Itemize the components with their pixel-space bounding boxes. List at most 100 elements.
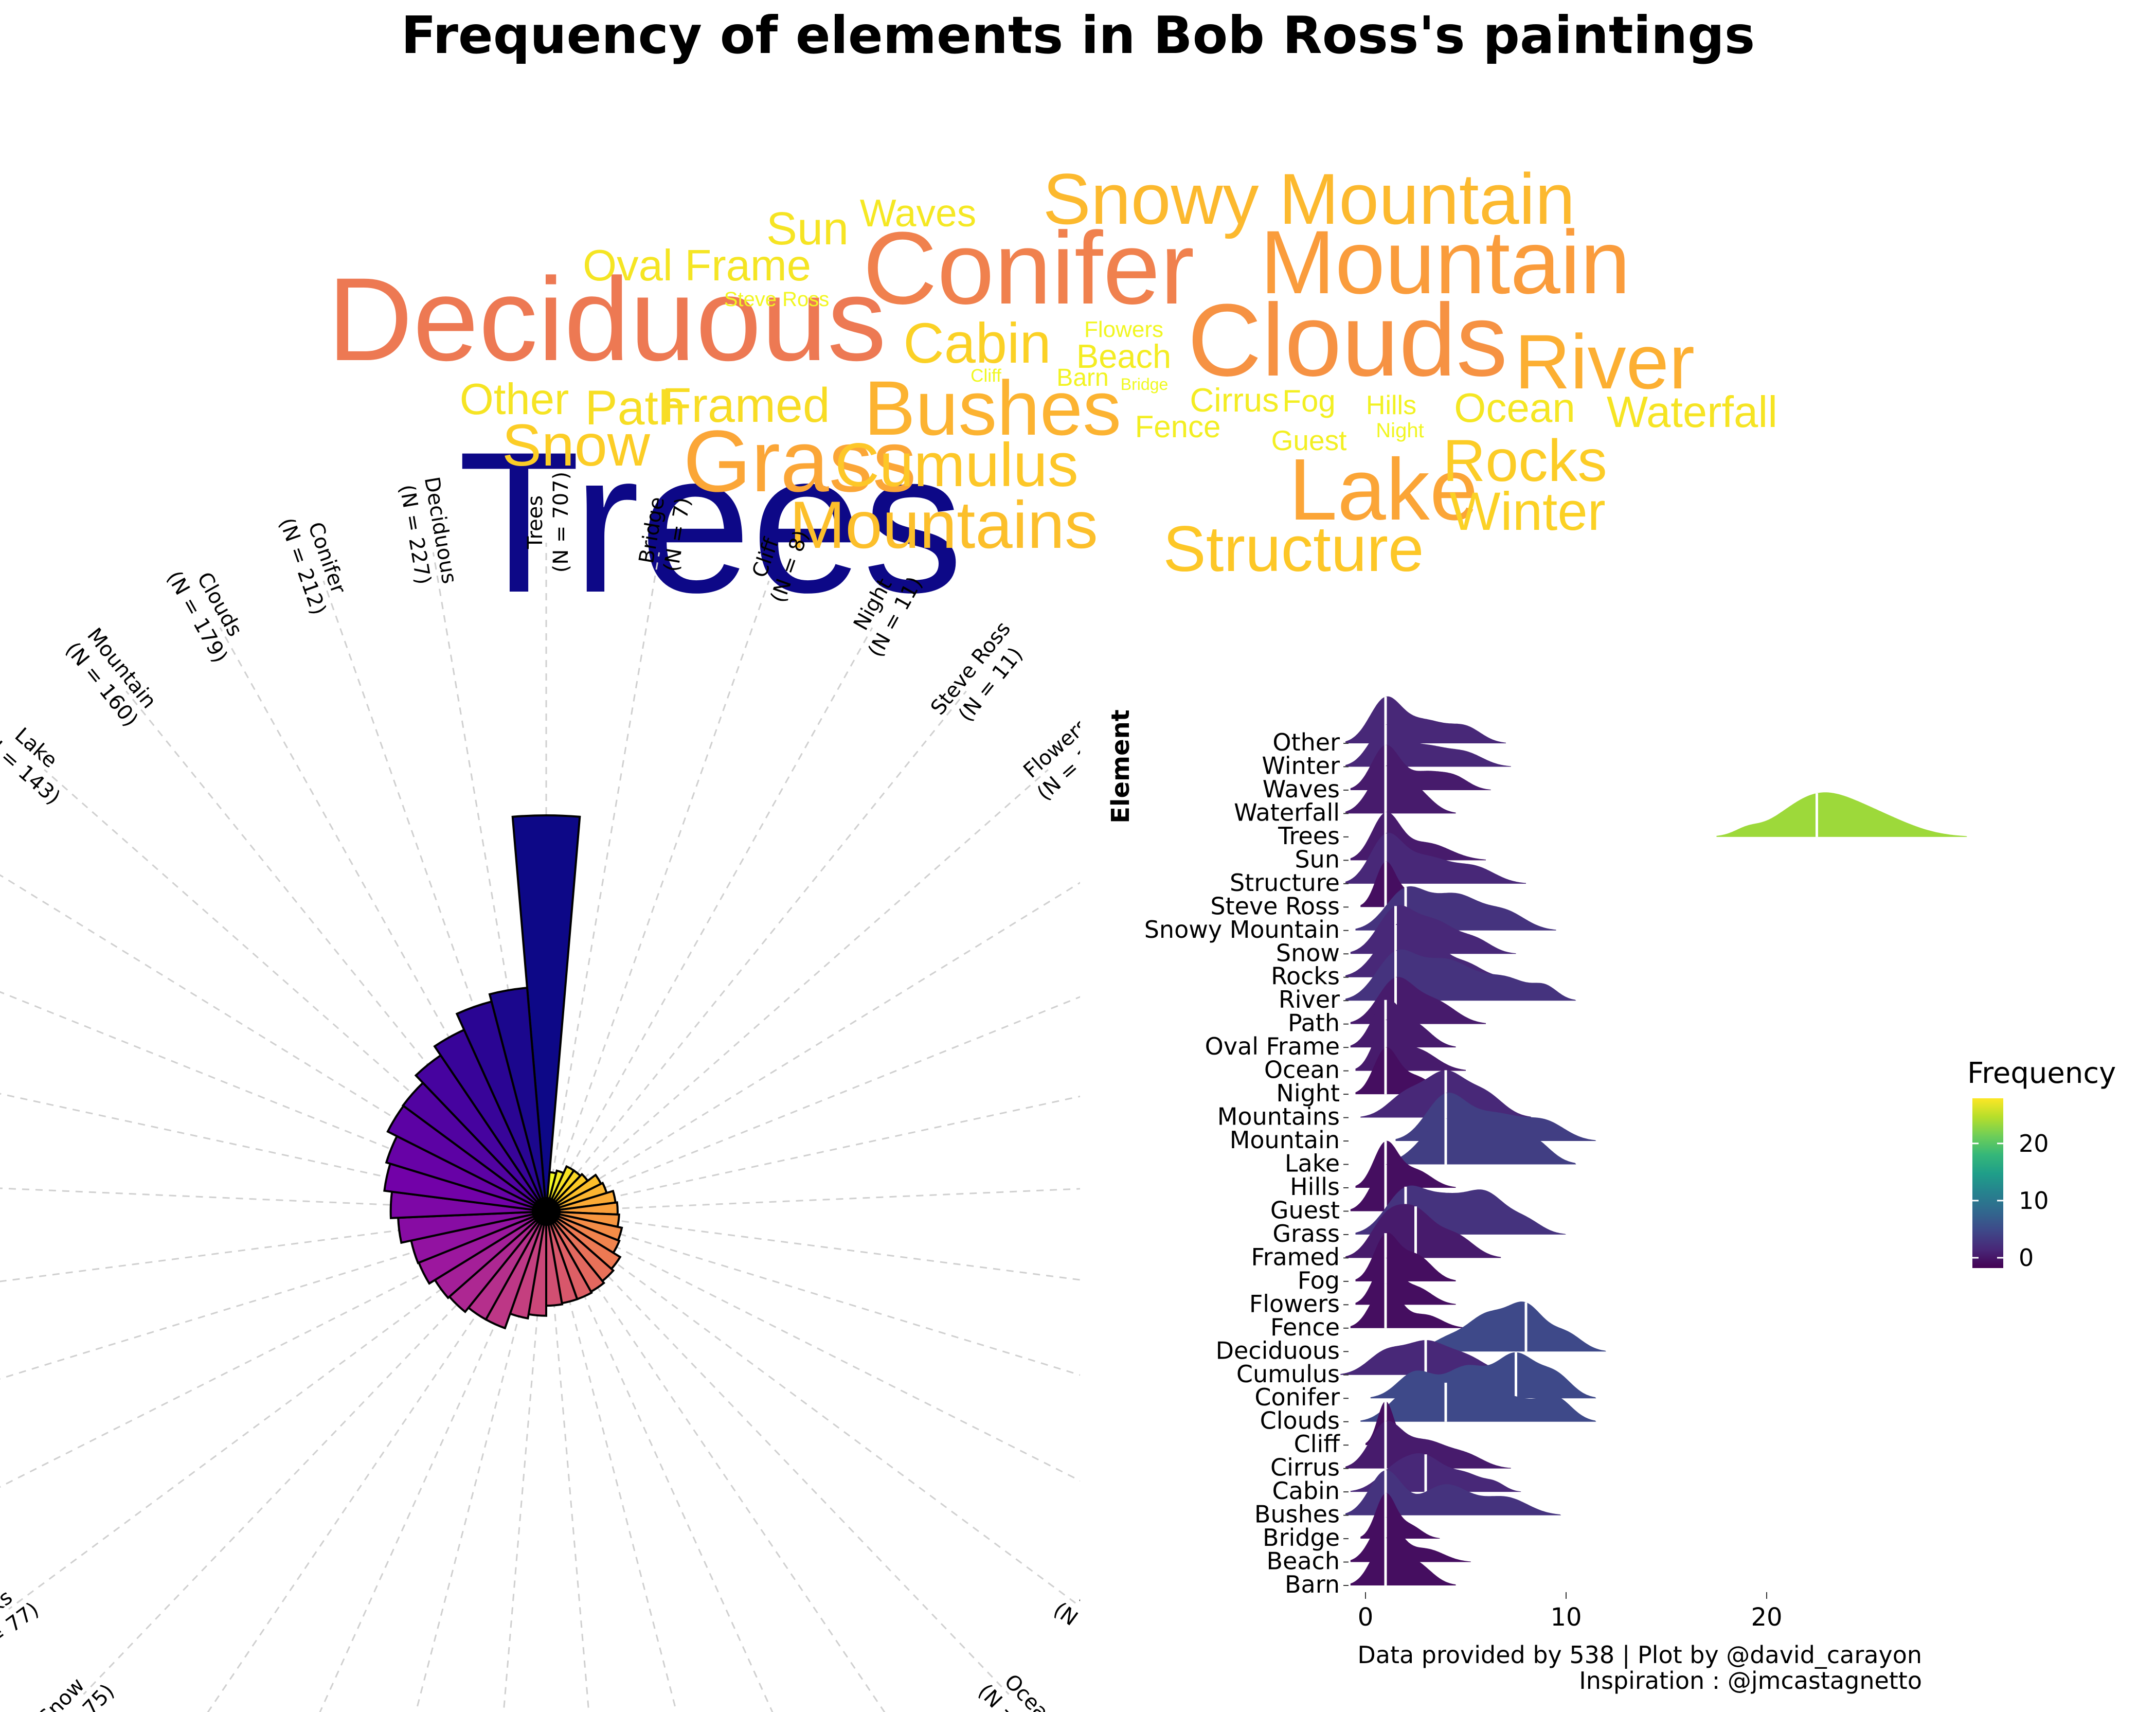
wordcloud-word: Clouds	[1188, 283, 1508, 398]
wordcloud-word: Cirrus	[1190, 381, 1279, 419]
polar-gridline	[549, 1219, 774, 1712]
legend-title: Frequency	[1967, 1057, 2116, 1090]
ridge-density	[1406, 1301, 1606, 1352]
ridge-density	[1350, 744, 1491, 790]
ridge-density	[1350, 1537, 1456, 1585]
polar-value-label: (N = 707)	[549, 472, 573, 573]
ridge-density	[1355, 1258, 1456, 1305]
ridge-category-label: Path	[1288, 1009, 1340, 1037]
ridge-density	[1350, 977, 1486, 1024]
wordcloud-word: Snowy Mountain	[1043, 158, 1575, 239]
wordcloud-word: Sun	[766, 203, 849, 255]
wordcloud-word: Waterfall	[1607, 388, 1777, 437]
polar-gridline	[502, 1220, 546, 1712]
polar-label: Mountain(N = 160)	[61, 623, 161, 731]
wordcloud-word: Ocean	[1454, 385, 1575, 431]
wordcloud-word: Conifer	[863, 211, 1195, 326]
ridge-category-label: Mountain	[1230, 1126, 1340, 1154]
ridge-category-label: Cirrus	[1270, 1454, 1340, 1482]
wordcloud-word: Path	[585, 381, 685, 435]
ridge-density	[1345, 1204, 1501, 1258]
wordcloud-word: Cliff	[971, 366, 1001, 386]
ridge-category-label: Lake	[1285, 1150, 1340, 1178]
ridge-category-label: Flowers	[1249, 1290, 1340, 1317]
polar-gridline	[550, 1219, 886, 1712]
polar-gridline	[551, 690, 967, 1205]
wordcloud-word: Lake	[1289, 441, 1479, 539]
ridge-category-label: Cabin	[1272, 1477, 1340, 1505]
frequency-legend: Frequency 0 10 20	[1967, 1057, 2116, 1272]
ridge-category-label: Trees	[1278, 822, 1340, 850]
wordcloud-word: Flowers	[1084, 317, 1163, 342]
ridge-category-label: Bridge	[1263, 1524, 1340, 1551]
ridge-density	[1350, 905, 1516, 954]
ridge-category-label: Deciduous	[1216, 1336, 1340, 1364]
polar-gridline	[548, 1220, 677, 1712]
wordcloud-word: Deciduous	[328, 253, 887, 385]
wordcloud-word: Winter	[1449, 481, 1605, 542]
polar-gridline	[555, 1211, 1080, 1281]
chart-title: Frequency of elements in Bob Ross's pain…	[401, 5, 1755, 65]
ridge-category-label: Snowy Mountain	[1144, 916, 1340, 943]
wordcloud-word: Steve Ross	[724, 288, 830, 311]
wordcloud-word: Beach	[1076, 337, 1171, 375]
wordcloud-word: Rocks	[1443, 428, 1607, 494]
ridge-density	[1355, 1140, 1456, 1188]
polar-gridline	[547, 552, 660, 1203]
polar-label: Snow(N = 75)	[34, 1673, 119, 1712]
polar-label: Clouds(N = 179)	[162, 567, 247, 667]
ridge-density	[1350, 999, 1456, 1048]
polar-bar	[488, 987, 547, 1204]
ridge-category-label: Beach	[1267, 1547, 1340, 1575]
wordcloud-word: Guest	[1271, 424, 1347, 456]
polar-value-label: (N = 142)	[0, 826, 1, 899]
polar-bar-chart: Trees (N = 707) Bridge(N = 7) Cliff(N = 8) N…	[0, 472, 1080, 1712]
wordcloud-word: Mountains	[789, 487, 1098, 562]
ridge-category-label: Rocks	[1271, 962, 1340, 990]
ridge-y-axis-title: Element	[1106, 709, 1135, 823]
polar-gridline	[555, 1095, 1080, 1210]
wordcloud-word: Bushes	[864, 365, 1121, 451]
polar-category-label: Trees	[524, 495, 547, 549]
ridge-category-label: Conifer	[1254, 1383, 1340, 1411]
wordcloud-word: Snow	[502, 413, 651, 478]
polar-gridline	[553, 1216, 1080, 1608]
polar-label: Night(N = 11)	[849, 573, 927, 661]
ridge-category-label: Hills	[1290, 1173, 1340, 1201]
ridge-category-label: Grass	[1272, 1220, 1340, 1247]
wordcloud-word: Mountain	[1260, 212, 1630, 313]
polar-label: Deciduous(N = 227)	[395, 475, 461, 586]
ridge-category-label: Night	[1276, 1079, 1340, 1107]
polar-gridline	[415, 1220, 545, 1712]
polar-bar	[511, 814, 581, 1204]
legend-tick-label: 20	[2019, 1130, 2049, 1157]
ridge-density	[1366, 1401, 1426, 1446]
ridge-category-label: Guest	[1270, 1196, 1340, 1224]
ridge-category-label: Steve Ross	[1210, 892, 1340, 920]
ridge-density	[1350, 1453, 1521, 1492]
polar-gridline	[552, 1217, 1010, 1695]
polar-gridline	[548, 580, 770, 1203]
ridge-density	[1716, 792, 1967, 837]
legend-tick-label: 0	[2019, 1244, 2034, 1272]
polar-label: Trees (N = 707)	[524, 472, 573, 573]
ridge-density	[1345, 724, 1511, 767]
wordcloud-word: Night	[1376, 419, 1424, 442]
ridge-category-label: Bushes	[1254, 1501, 1340, 1528]
polar-gridline	[555, 1188, 1080, 1212]
ridge-density	[1360, 861, 1440, 907]
ridge-category-label: Fog	[1298, 1267, 1340, 1294]
wordcloud-word: Waves	[860, 191, 976, 235]
polar-value-label: (N = 34)	[1049, 1598, 1080, 1669]
wordcloud-word: Trees	[458, 410, 963, 634]
polar-label: Conifer(N = 212)	[275, 515, 350, 618]
polar-label: Lake(N = 143)	[0, 723, 65, 810]
wordcloud-word: Fog	[1282, 384, 1335, 418]
ridge-category-label: Fence	[1270, 1313, 1340, 1341]
polar-label: Rocks(N = 77)	[0, 1585, 43, 1669]
wordcloud-word: Structure	[1163, 513, 1424, 585]
ridge-category-label: Framed	[1251, 1243, 1340, 1271]
wordcloud-word: River	[1515, 318, 1695, 405]
polar-label: Flowers(N = 12)	[1019, 713, 1080, 805]
